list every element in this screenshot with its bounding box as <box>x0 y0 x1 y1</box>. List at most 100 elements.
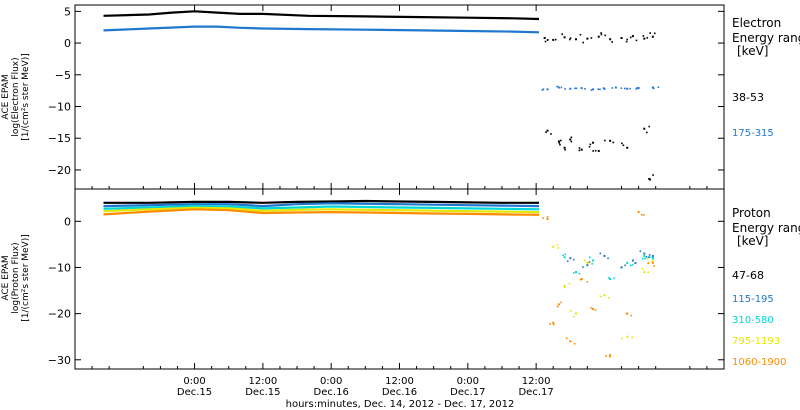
proton-series-2-line <box>103 202 540 208</box>
proton-series-2-point <box>569 257 572 260</box>
xtick-time-label: 0:00 <box>320 376 342 387</box>
electron-series-1-point <box>612 141 615 144</box>
xtick-day-label: Dec.17 <box>450 387 485 398</box>
electron-series-1-point <box>609 38 612 41</box>
proton-series-5-point <box>647 262 650 265</box>
proton-series-4-point <box>603 294 606 297</box>
proton-series-3-point <box>641 257 644 260</box>
electron-series-1-point <box>550 133 552 135</box>
proton-series-5-point <box>560 301 562 304</box>
electron-ytick-label: 0 <box>64 37 71 50</box>
electron-series-1-point <box>594 149 597 152</box>
electron-legend-title: Electron <box>732 16 781 30</box>
electron-series-2-point <box>620 87 623 89</box>
proton-series-5-point <box>609 354 612 357</box>
proton-series-5-point <box>586 280 589 283</box>
proton-series-3-point <box>613 277 615 280</box>
electron-legend-entry-1: 38-53 <box>732 91 764 104</box>
proton-series-1-line <box>103 199 539 204</box>
electron-series-2-point <box>626 87 629 90</box>
electron-series-1-point <box>578 149 581 152</box>
electron-series-1-point <box>589 143 592 146</box>
proton-series-3-point <box>592 259 595 262</box>
electron-series-1-point <box>635 39 638 42</box>
electron-series-1-point <box>582 41 584 44</box>
proton-series-5-point <box>556 305 559 308</box>
proton-series-4-point <box>564 286 566 289</box>
electron-series-1-point <box>648 125 651 128</box>
electron-series-1-point <box>590 37 593 39</box>
proton-series-5-point <box>546 218 549 220</box>
proton-series-4-point <box>570 310 572 312</box>
electron-series-2-point <box>556 85 558 88</box>
electron-series-1-point <box>545 131 547 133</box>
proton-legend-entry-3: 310-580 <box>732 315 774 326</box>
electron-series-1-point <box>592 141 595 144</box>
proton-panel: 0 −10 −20 −30 ACE EPAM log(Proton Flux) [1/… <box>1 188 800 370</box>
electron-series-1-point <box>588 145 591 148</box>
proton-ytick-label: −30 <box>48 354 71 367</box>
proton-series-3-point <box>578 272 581 275</box>
proton-series-3-point <box>652 257 654 259</box>
time-axis: 0:00Dec.1512:00Dec.150:00Dec.1612:00Dec.… <box>74 5 725 398</box>
proton-series-5-point <box>609 355 611 358</box>
electron-series-1-point <box>544 40 547 43</box>
time-axis-label: hours:minutes, Dec. 14, 2012 - Dec. 17, … <box>286 399 515 410</box>
electron-series-2-point <box>564 88 566 90</box>
proton-legend-entry-1: 47-68 <box>732 269 764 282</box>
proton-series-5-point <box>553 323 555 326</box>
electron-series-1-point <box>558 142 561 144</box>
electron-series-2-point <box>602 87 605 89</box>
proton-plot-frame <box>74 188 725 370</box>
proton-series-4-point <box>568 282 571 285</box>
electron-series-2-point <box>603 87 606 90</box>
electron-series-1-point <box>559 143 561 146</box>
proton-series-2-point <box>624 264 627 267</box>
electron-series-1-point <box>604 34 607 37</box>
proton-series-2-point <box>582 266 584 268</box>
electron-series-1-point <box>563 36 566 39</box>
electron-series-1-point <box>648 178 650 180</box>
proton-series-4-point <box>590 262 593 265</box>
electron-series-1-point <box>574 38 577 41</box>
proton-series-4-point <box>552 245 555 248</box>
proton-series-4-line <box>103 206 540 214</box>
proton-series-3-point <box>631 263 634 266</box>
proton-series-5-point <box>592 308 595 310</box>
proton-series-5-point <box>542 217 544 219</box>
electron-series-2-point <box>557 86 560 89</box>
proton-series-2-point <box>643 252 646 255</box>
electron-series-1-point <box>620 36 623 39</box>
proton-series-5-point <box>590 307 593 309</box>
electron-series-2-point <box>611 87 614 89</box>
xtick-day-label: Dec.15 <box>177 387 212 398</box>
proton-series-2-point <box>572 258 575 261</box>
proton-series-5-point <box>630 314 633 317</box>
electron-series-2-point <box>580 87 583 90</box>
proton-series-3-point <box>629 264 632 267</box>
electron-series-1-point <box>586 37 589 40</box>
proton-legend-entry-2: 115-195 <box>732 294 774 305</box>
xtick-time-label: 12:00 <box>522 376 551 387</box>
electron-legend-units: [keV] <box>737 44 768 58</box>
proton-series-5-point <box>653 265 655 267</box>
electron-series-2-line <box>103 25 540 34</box>
proton-series-4-point <box>631 336 634 339</box>
proton-series-4-point <box>643 271 646 274</box>
electron-series-2-point <box>657 86 660 89</box>
proton-series-4-point <box>572 315 575 318</box>
proton-series-2-point <box>634 261 637 264</box>
electron-series-2-point <box>597 88 600 91</box>
proton-series-4-point <box>608 297 610 299</box>
electron-series-1-point <box>622 144 625 147</box>
electron-series-1-point <box>651 35 654 38</box>
electron-series-1-point <box>561 33 564 35</box>
proton-series-2-point <box>648 254 651 256</box>
electron-series-2-point <box>651 86 654 89</box>
electron-series-1-point <box>597 149 600 152</box>
proton-series-5-point <box>580 278 583 280</box>
proton-series-3-point <box>562 254 564 257</box>
proton-series-4-point <box>563 284 566 287</box>
proton-legend-units: [keV] <box>737 234 768 248</box>
